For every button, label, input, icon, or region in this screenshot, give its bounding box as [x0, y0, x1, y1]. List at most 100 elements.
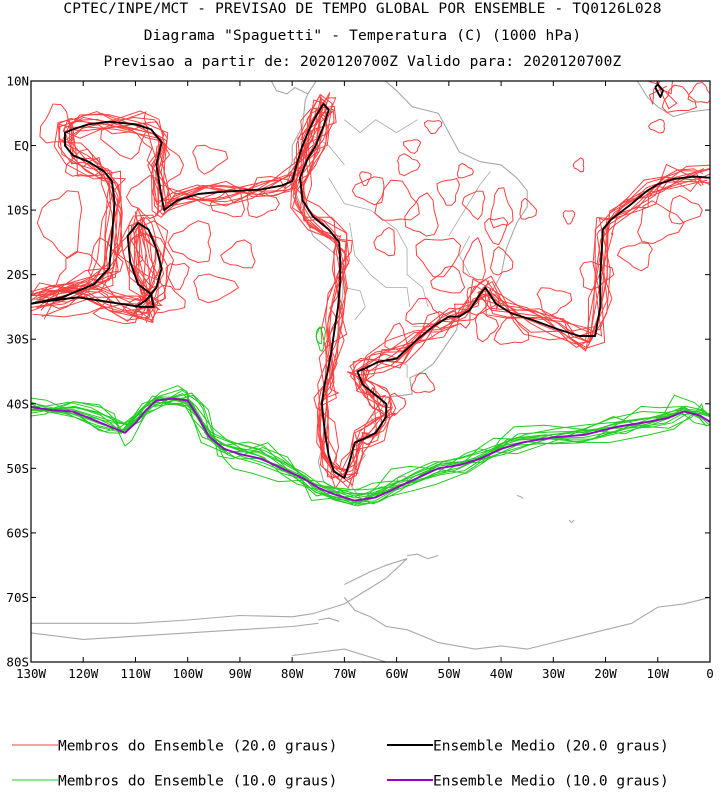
coastline	[275, 81, 277, 82]
ensemble-member-line	[687, 81, 710, 104]
ensemble-member-line	[359, 171, 372, 187]
ensemble-member-line	[246, 189, 280, 219]
ensemble-mean-line	[31, 102, 710, 479]
coastline	[349, 222, 411, 307]
x-tick-label: 20W	[594, 666, 617, 681]
ensemble-member-line	[31, 211, 167, 319]
legend-entry: Ensemble Medio (20.0 graus)	[387, 739, 669, 755]
y-tick-label: 10S	[6, 203, 29, 218]
x-tick-label: 80W	[281, 666, 304, 681]
ensemble-member-line	[616, 242, 653, 272]
ensemble-member-line	[165, 262, 190, 290]
ensemble-member-line	[661, 84, 697, 113]
ensemble-member-line	[579, 260, 615, 291]
ensemble-member-line	[436, 177, 461, 206]
coastline	[458, 235, 471, 275]
y-tick-label: 10N	[6, 74, 29, 89]
ensemble-member-line	[40, 92, 710, 476]
x-tick-label: 60W	[385, 666, 408, 681]
ensemble-member-line	[384, 322, 409, 352]
ensemble-member-line	[36, 190, 83, 260]
y-tick-label: 60S	[6, 525, 29, 540]
ensemble-mean-line	[31, 222, 163, 308]
coastline	[386, 81, 387, 82]
ensemble-member-line	[466, 285, 500, 316]
ensemble-member-line	[404, 192, 439, 237]
ensemble-members-layer	[31, 81, 710, 507]
coastline	[516, 494, 524, 500]
coastline	[386, 358, 408, 378]
ensemble-member-line	[572, 157, 585, 173]
x-tick-label: 0	[706, 666, 714, 681]
x-tick-label: 50W	[438, 666, 461, 681]
axes: 130W 120W 110W 100W 90W 80W 70W 60W 50W 40W 30W 20W…	[6, 74, 713, 682]
coastline	[636, 81, 710, 118]
x-tick-label: 130W	[16, 666, 47, 681]
x-tick-label: 70W	[333, 666, 356, 681]
x-tick-label: 100W	[173, 666, 204, 681]
chart-title-line-1: CPTEC/INPE/MCT - PREVISAO DE TEMPO GLOBA…	[63, 1, 662, 17]
ensemble-member-line	[456, 162, 475, 179]
ensemble-member-line	[388, 392, 407, 417]
ensemble-member-line	[402, 139, 422, 155]
coastline	[31, 558, 408, 624]
ensemble-member-line	[484, 216, 509, 246]
coastline	[328, 177, 429, 308]
y-tick-label: EQ	[14, 138, 29, 153]
coastline	[407, 553, 439, 560]
ensemble-member-line	[415, 237, 462, 278]
coastline	[31, 622, 319, 640]
ensemble-member-line	[430, 265, 466, 294]
ensemble-member-line	[536, 287, 573, 317]
ensemble-member-line	[55, 251, 114, 294]
ensemble-mean-line	[654, 83, 664, 99]
ensemble-member-line	[373, 226, 396, 257]
ensemble-member-line	[125, 174, 160, 220]
ensemble-member-line	[351, 176, 385, 206]
ensemble-member-line	[461, 190, 486, 221]
x-tick-label: 110W	[120, 666, 151, 681]
coastline	[292, 648, 387, 662]
legend-entry: Ensemble Medio (10.0 graus)	[387, 774, 669, 790]
coastline	[344, 119, 418, 134]
ensemble-member-line	[405, 297, 441, 325]
ensemble-member-line	[562, 210, 576, 225]
y-tick-label: 50S	[6, 461, 29, 476]
ensemble-member-line	[423, 119, 443, 135]
plot-area	[31, 81, 710, 662]
ensemble-mean-line	[31, 397, 710, 502]
y-tick-label: 30S	[6, 332, 29, 347]
coastline	[568, 519, 575, 524]
ensemble-member-line	[33, 105, 703, 490]
ensemble-member-line	[397, 153, 421, 177]
ensemble-member-line	[32, 95, 710, 487]
y-tick-label: 40S	[6, 396, 29, 411]
coastline	[307, 132, 345, 166]
ensemble-member-line	[493, 317, 530, 345]
ensemble-member-line	[462, 236, 486, 281]
legend-entry: Membros do Ensemble (10.0 graus)	[12, 774, 337, 790]
coastline	[448, 171, 491, 237]
ensemble-member-line	[489, 187, 514, 229]
ensemble-member-line	[474, 311, 500, 343]
ensemble-member-line	[519, 197, 538, 220]
coastline-layer	[31, 81, 710, 662]
y-tick-label: 20S	[6, 267, 29, 282]
coastline	[270, 81, 309, 95]
chart-title-line-3: Previsao a partir de: 2020120700Z Valido…	[103, 54, 622, 70]
ensemble-member-line	[315, 325, 323, 345]
ensemble-member-line	[64, 148, 101, 177]
y-tick-label: 70S	[6, 590, 29, 605]
chart-title-line-2: Diagrama "Spaguetti" - Temperatura (C) (…	[143, 28, 582, 44]
x-tick-label: 10W	[646, 666, 669, 681]
ensemble-member-line	[31, 392, 707, 505]
x-tick-label: 90W	[229, 666, 252, 681]
ensemble-member-line	[374, 179, 420, 221]
ensemble-member-line	[31, 97, 702, 468]
ensemble-member-line	[489, 246, 514, 276]
ensemble-member-line	[192, 144, 229, 175]
y-tick-label: 80S	[6, 655, 29, 670]
coastline	[344, 287, 366, 321]
ensemble-member-line	[668, 194, 703, 225]
